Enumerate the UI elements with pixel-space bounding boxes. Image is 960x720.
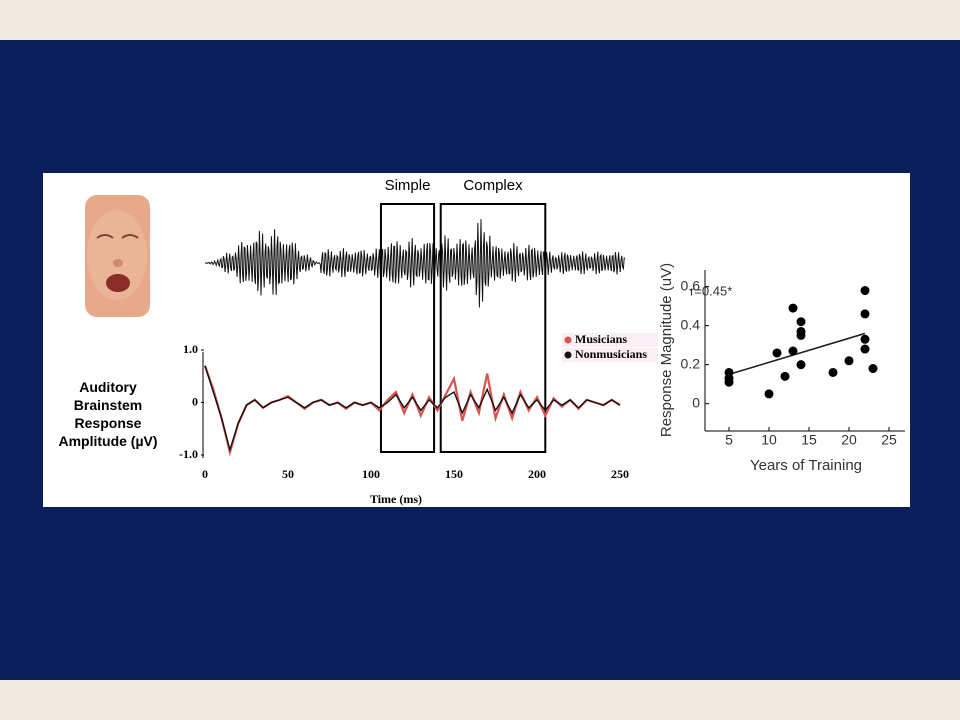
- x-tick-label: 25: [881, 432, 897, 448]
- legend-marker: [564, 351, 572, 359]
- series-line: [204, 365, 621, 453]
- x-tick-label: 10: [761, 432, 777, 448]
- y-tick-label: 1.0: [183, 342, 198, 356]
- x-axis-label: Years of Training: [750, 457, 862, 474]
- scatter-point: [780, 371, 790, 381]
- y-tick-label: 0: [192, 394, 198, 408]
- legend-marker: [564, 336, 572, 344]
- scatter-point: [860, 309, 870, 319]
- annotation: r=0.45*: [690, 283, 732, 298]
- y-axis-label: Auditory Brainstem Response Amplitude (µ…: [58, 379, 158, 449]
- scatter-point: [860, 286, 870, 296]
- y-tick-label: -1.0: [179, 447, 198, 461]
- trend-line: [728, 332, 866, 376]
- scatter-point: [828, 367, 838, 377]
- y-tick-label: 0: [692, 394, 700, 410]
- x-tick-label: 200: [528, 467, 546, 481]
- legend-label: Musicians: [575, 332, 627, 346]
- scatter-point: [796, 317, 806, 327]
- region-box: [379, 203, 436, 453]
- x-tick-label: 15: [801, 432, 817, 448]
- scatter-point: [796, 360, 806, 370]
- region-box: [439, 203, 547, 453]
- x-tick-label: 20: [841, 432, 857, 448]
- scatter-point: [868, 364, 878, 374]
- scatter-point: [788, 303, 798, 313]
- scatter-point: [844, 356, 854, 366]
- region-label: Simple: [385, 177, 431, 194]
- scatter-point: [772, 348, 782, 358]
- x-tick-label: 5: [725, 432, 733, 448]
- x-tick-label: 50: [282, 467, 294, 481]
- x-tick-label: 0: [202, 467, 208, 481]
- stimulus-waveform: [204, 219, 626, 308]
- scatter-point: [724, 377, 734, 387]
- y-tick-label: 0.4: [681, 316, 701, 332]
- x-tick-label: 150: [445, 467, 463, 481]
- legend-background: [562, 333, 658, 347]
- scatter-point: [796, 330, 806, 340]
- baby-photo: [85, 195, 150, 317]
- x-tick-label: 250: [611, 467, 629, 481]
- x-tick-label: 100: [362, 467, 380, 481]
- scatter-point: [860, 334, 870, 344]
- scatter-point: [860, 344, 870, 354]
- legend-label: Nonmusicians: [575, 347, 647, 361]
- legend-background: [562, 348, 658, 362]
- y-tick-label: 0.6: [681, 277, 701, 293]
- y-axis-label: Response Magnitude (uV): [658, 263, 675, 437]
- scatter-point: [764, 389, 774, 399]
- y-tick-label: 0.2: [681, 355, 701, 371]
- region-label: Complex: [463, 177, 523, 194]
- x-axis-label: Time (ms): [370, 492, 422, 506]
- series-line: [203, 365, 621, 457]
- scatter-point: [788, 346, 798, 356]
